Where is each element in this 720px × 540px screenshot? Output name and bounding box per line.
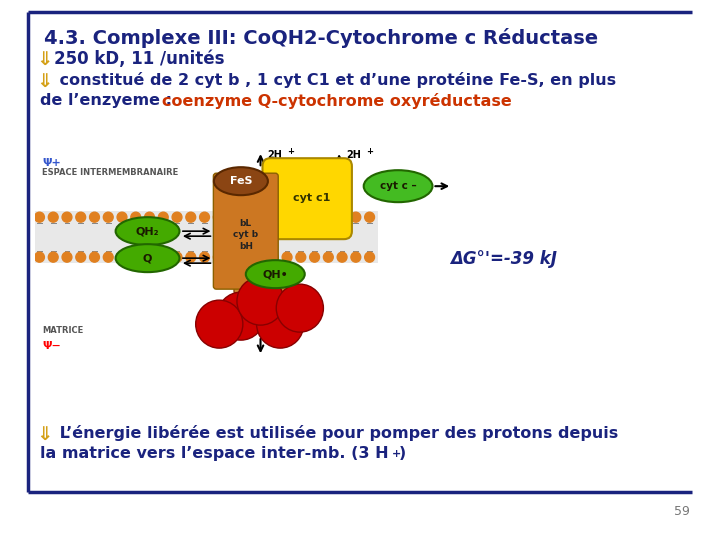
Circle shape bbox=[282, 212, 292, 222]
Circle shape bbox=[227, 252, 237, 262]
Text: 2H: 2H bbox=[346, 150, 361, 160]
Text: +: + bbox=[287, 333, 294, 342]
Circle shape bbox=[48, 252, 58, 262]
Text: Ψ+: Ψ+ bbox=[42, 158, 61, 168]
Text: la matrice vers l’espace inter-mb. (3 H: la matrice vers l’espace inter-mb. (3 H bbox=[40, 446, 389, 461]
Text: cyt c –: cyt c – bbox=[379, 181, 416, 191]
Text: +: + bbox=[366, 147, 373, 156]
Circle shape bbox=[310, 212, 320, 222]
Text: 4.3. Complexe III: CoQH2-Cytochrome c Réductase: 4.3. Complexe III: CoQH2-Cytochrome c Ré… bbox=[44, 28, 598, 48]
FancyBboxPatch shape bbox=[263, 158, 352, 239]
Circle shape bbox=[62, 212, 72, 222]
Text: Ψ−: Ψ− bbox=[42, 341, 61, 351]
Ellipse shape bbox=[116, 217, 179, 245]
Circle shape bbox=[296, 252, 306, 262]
Text: ⇓: ⇓ bbox=[36, 72, 53, 91]
Text: coenzyme Q-cytochrome oxyréductase: coenzyme Q-cytochrome oxyréductase bbox=[162, 93, 512, 109]
Text: bL: bL bbox=[240, 219, 252, 228]
Text: MATRICE: MATRICE bbox=[42, 326, 84, 335]
Circle shape bbox=[158, 252, 168, 262]
FancyBboxPatch shape bbox=[213, 173, 278, 289]
Circle shape bbox=[351, 212, 361, 222]
Text: ΔG°'=-39 kJ: ΔG°'=-39 kJ bbox=[450, 250, 557, 268]
Circle shape bbox=[199, 252, 210, 262]
Text: Q: Q bbox=[143, 253, 152, 263]
Text: ⇓: ⇓ bbox=[36, 425, 53, 444]
FancyBboxPatch shape bbox=[234, 269, 297, 293]
Ellipse shape bbox=[246, 260, 305, 288]
Circle shape bbox=[186, 252, 196, 262]
Circle shape bbox=[282, 252, 292, 262]
Circle shape bbox=[276, 284, 323, 332]
Circle shape bbox=[117, 252, 127, 262]
Circle shape bbox=[351, 252, 361, 262]
Circle shape bbox=[337, 252, 347, 262]
Text: ): ) bbox=[399, 446, 406, 461]
Text: de l’enzyeme :: de l’enzyeme : bbox=[40, 93, 178, 108]
Circle shape bbox=[196, 300, 243, 348]
Text: cyt b: cyt b bbox=[233, 230, 258, 239]
Circle shape bbox=[365, 212, 374, 222]
Circle shape bbox=[172, 252, 182, 262]
Circle shape bbox=[323, 252, 333, 262]
Circle shape bbox=[62, 252, 72, 262]
Circle shape bbox=[365, 252, 374, 262]
Circle shape bbox=[89, 212, 99, 222]
Circle shape bbox=[241, 212, 251, 222]
Circle shape bbox=[255, 212, 264, 222]
Circle shape bbox=[117, 212, 127, 222]
Circle shape bbox=[104, 252, 113, 262]
Circle shape bbox=[255, 252, 264, 262]
Ellipse shape bbox=[214, 167, 268, 195]
Circle shape bbox=[158, 212, 168, 222]
Circle shape bbox=[76, 212, 86, 222]
Circle shape bbox=[269, 252, 278, 262]
Text: 2H: 2H bbox=[267, 336, 282, 346]
Bar bbox=[35, 211, 379, 263]
Text: QH₂: QH₂ bbox=[136, 226, 159, 236]
Ellipse shape bbox=[364, 170, 433, 202]
Text: constitué de 2 cyt b , 1 cyt C1 et d’une protéine Fe-S, en plus: constitué de 2 cyt b , 1 cyt C1 et d’une… bbox=[54, 72, 616, 88]
Circle shape bbox=[76, 252, 86, 262]
Text: cyt c1: cyt c1 bbox=[293, 193, 330, 203]
Circle shape bbox=[213, 252, 223, 262]
Circle shape bbox=[48, 212, 58, 222]
Circle shape bbox=[256, 300, 304, 348]
Circle shape bbox=[269, 212, 278, 222]
Text: ⇓: ⇓ bbox=[36, 50, 53, 69]
Circle shape bbox=[35, 252, 45, 262]
Circle shape bbox=[296, 212, 306, 222]
Circle shape bbox=[199, 212, 210, 222]
Text: +: + bbox=[287, 147, 294, 156]
Circle shape bbox=[323, 212, 333, 222]
Circle shape bbox=[89, 252, 99, 262]
Ellipse shape bbox=[116, 244, 179, 272]
Circle shape bbox=[227, 212, 237, 222]
Text: QH•: QH• bbox=[262, 269, 288, 279]
Circle shape bbox=[241, 252, 251, 262]
Circle shape bbox=[186, 212, 196, 222]
Circle shape bbox=[104, 212, 113, 222]
Text: ESPACE INTERMEMBRANAIRE: ESPACE INTERMEMBRANAIRE bbox=[42, 168, 179, 177]
Circle shape bbox=[131, 252, 140, 262]
Circle shape bbox=[145, 212, 154, 222]
Circle shape bbox=[237, 277, 284, 325]
Circle shape bbox=[213, 212, 223, 222]
Text: L’énergie libérée est utilisée pour pomper des protons depuis: L’énergie libérée est utilisée pour pomp… bbox=[54, 425, 618, 441]
Circle shape bbox=[131, 212, 140, 222]
Text: 59: 59 bbox=[674, 505, 690, 518]
Text: 250 kD, 11 /unités: 250 kD, 11 /unités bbox=[54, 50, 225, 68]
Circle shape bbox=[172, 212, 182, 222]
Text: FeS: FeS bbox=[230, 176, 252, 186]
Circle shape bbox=[217, 292, 264, 340]
Text: bH: bH bbox=[239, 242, 253, 251]
Circle shape bbox=[35, 212, 45, 222]
Text: 2H: 2H bbox=[267, 150, 282, 160]
Circle shape bbox=[337, 212, 347, 222]
Circle shape bbox=[310, 252, 320, 262]
Text: +: + bbox=[392, 449, 401, 459]
Circle shape bbox=[145, 252, 154, 262]
